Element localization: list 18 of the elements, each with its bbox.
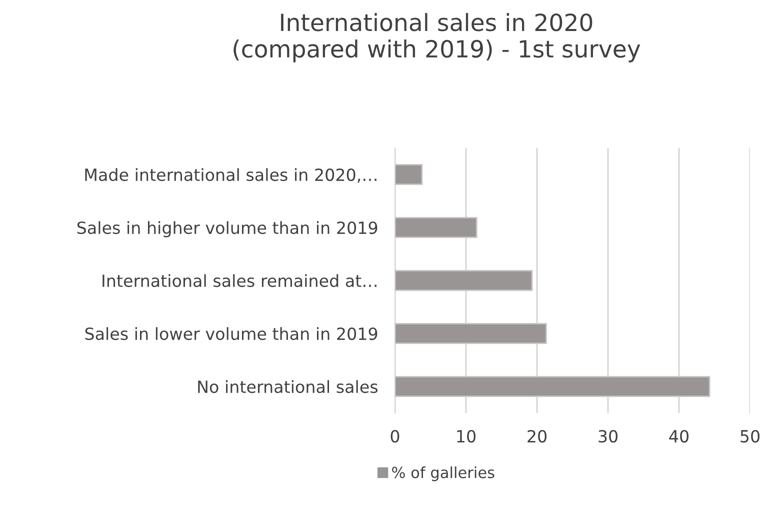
chart-title: International sales in 2020 (compared with 2019) - 1st survey <box>234 13 640 62</box>
legend-label: % of galleries <box>392 466 494 482</box>
x-tick-label: 0 <box>390 430 400 443</box>
bar <box>395 270 533 291</box>
y-tick-label: Made international sales in 2020,… <box>85 168 376 183</box>
y-tick-label: No international sales <box>198 380 378 394</box>
x-tick-label: 20 <box>528 430 546 443</box>
bar <box>395 376 710 397</box>
x-tick-label: 40 <box>669 430 688 443</box>
bar <box>395 164 423 185</box>
y-tick-label: Sales in higher volume than in 2019 <box>77 221 378 238</box>
bar <box>395 323 547 344</box>
y-tick-label: International sales remained at… <box>102 274 376 288</box>
x-tick-label: 50 <box>740 430 760 443</box>
bar <box>395 217 478 238</box>
x-tick-label: 10 <box>457 430 476 443</box>
x-tick-label: 30 <box>598 430 618 443</box>
y-tick-label: Sales in lower volume than in 2019 <box>85 327 378 340</box>
